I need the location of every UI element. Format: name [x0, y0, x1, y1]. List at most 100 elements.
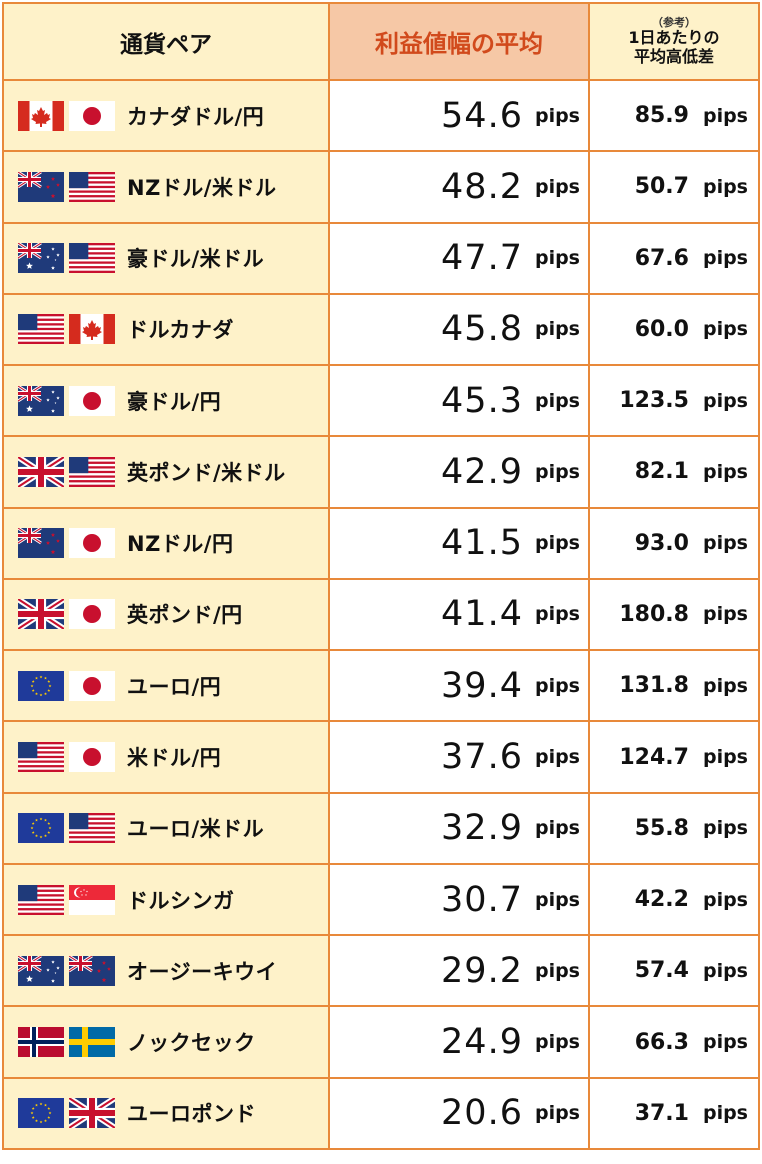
pair-cell: オージーキウイ — [4, 936, 328, 1006]
avg-value: 32.9 — [441, 808, 523, 849]
avg-unit: pips — [534, 674, 580, 697]
header-range-line1: 1日あたりの — [628, 28, 720, 48]
pair-name: ノックセック — [127, 1031, 256, 1056]
range-value: 60.0 — [634, 316, 689, 342]
flag-eu-icon — [18, 813, 64, 844]
pair-name: カナダドル/円 — [127, 104, 265, 129]
range-cell: 50.7 pips — [590, 152, 758, 222]
pair-name: オージーキウイ — [127, 959, 278, 984]
pair-cell: ユーロ/円 — [4, 651, 328, 721]
flag-usa-icon — [69, 456, 115, 487]
avg-value: 37.6 — [441, 737, 523, 778]
pair-name: 豪ドル/円 — [127, 389, 222, 414]
range-unit: pips — [702, 603, 748, 626]
avg-cell: 48.2 pips — [330, 152, 588, 222]
range-value: 93.0 — [634, 530, 689, 556]
range-cell: 82.1 pips — [590, 437, 758, 507]
flag-japan-icon — [69, 528, 115, 559]
flag-group — [18, 955, 115, 986]
pair-cell: ユーロポンド — [4, 1078, 328, 1148]
flag-usa-icon — [18, 314, 64, 345]
header-range-note: （参考） — [652, 15, 696, 29]
range-cell: 85.9 pips — [590, 81, 758, 151]
range-cell: 67.6 pips — [590, 223, 758, 293]
pair-name: 英ポンド/米ドル — [127, 460, 286, 485]
pair-cell: ノックセック — [4, 1007, 328, 1077]
flag-usa-icon — [69, 171, 115, 202]
flag-new-zealand-icon — [69, 955, 115, 986]
pair-cell: 英ポンド/円 — [4, 579, 328, 650]
flag-group — [18, 742, 115, 773]
range-value: 180.8 — [619, 601, 689, 627]
avg-value: 20.6 — [441, 1093, 523, 1134]
flag-group — [18, 1098, 115, 1129]
range-unit: pips — [702, 318, 748, 341]
range-cell: 123.5 pips — [590, 366, 758, 436]
pair-name: 豪ドル/米ドル — [127, 247, 265, 272]
range-unit: pips — [702, 104, 748, 127]
avg-cell: 24.9 pips — [330, 1007, 588, 1077]
range-cell: 60.0 pips — [590, 294, 758, 365]
range-unit: pips — [702, 674, 748, 697]
flag-usa-icon — [69, 813, 115, 844]
range-cell: 37.1 pips — [590, 1078, 758, 1148]
pair-cell: カナダドル/円 — [4, 81, 328, 151]
flag-japan-icon — [69, 670, 115, 701]
avg-unit: pips — [534, 389, 580, 412]
range-value: 82.1 — [634, 459, 689, 485]
avg-unit: pips — [534, 959, 580, 982]
avg-cell: 41.4 pips — [330, 579, 588, 650]
flag-group — [18, 813, 115, 844]
avg-cell: 42.9 pips — [330, 437, 588, 507]
avg-cell: 37.6 pips — [330, 722, 588, 792]
flag-group — [18, 670, 115, 701]
flag-usa-icon — [69, 243, 115, 274]
range-value: 57.4 — [634, 958, 689, 984]
range-value: 67.6 — [634, 245, 689, 271]
range-unit: pips — [702, 247, 748, 270]
range-cell: 57.4 pips — [590, 936, 758, 1006]
flag-group — [18, 385, 115, 416]
avg-unit: pips — [534, 888, 580, 911]
flag-new-zealand-icon — [18, 528, 64, 559]
range-unit: pips — [702, 532, 748, 555]
range-cell: 42.2 pips — [590, 864, 758, 935]
avg-unit: pips — [534, 532, 580, 555]
range-value: 85.9 — [634, 103, 689, 129]
range-cell: 124.7 pips — [590, 722, 758, 792]
avg-cell: 20.6 pips — [330, 1078, 588, 1148]
pair-cell: 豪ドル/円 — [4, 366, 328, 436]
pair-cell: NZドル/円 — [4, 508, 328, 578]
flag-canada-icon — [69, 314, 115, 345]
avg-value: 42.9 — [441, 451, 523, 492]
flag-australia-icon — [18, 385, 64, 416]
range-value: 50.7 — [634, 174, 689, 200]
flag-eu-icon — [18, 670, 64, 701]
range-cell: 131.8 pips — [590, 651, 758, 721]
avg-value: 45.3 — [441, 380, 523, 421]
avg-value: 24.9 — [441, 1022, 523, 1063]
pair-name: 米ドル/円 — [127, 746, 222, 771]
range-value: 37.1 — [634, 1100, 689, 1126]
header-range-line2: 平均高低差 — [633, 46, 714, 66]
range-unit: pips — [702, 175, 748, 198]
flag-group — [18, 599, 115, 630]
flag-group — [18, 171, 115, 202]
flag-usa-icon — [18, 742, 64, 773]
range-value: 124.7 — [619, 744, 689, 770]
flag-uk-icon — [69, 1098, 115, 1129]
range-unit: pips — [702, 959, 748, 982]
pair-cell: 米ドル/円 — [4, 722, 328, 792]
avg-cell: 54.6 pips — [330, 81, 588, 151]
range-value: 123.5 — [619, 388, 689, 414]
pair-name: 英ポンド/円 — [127, 603, 243, 628]
avg-value: 48.2 — [441, 166, 523, 207]
pair-name: NZドル/円 — [127, 532, 234, 557]
avg-value: 41.5 — [441, 523, 523, 564]
avg-cell: 45.3 pips — [330, 366, 588, 436]
range-value: 42.2 — [634, 887, 689, 913]
flag-japan-icon — [69, 742, 115, 773]
flag-australia-icon — [18, 243, 64, 274]
avg-value: 41.4 — [441, 594, 523, 635]
